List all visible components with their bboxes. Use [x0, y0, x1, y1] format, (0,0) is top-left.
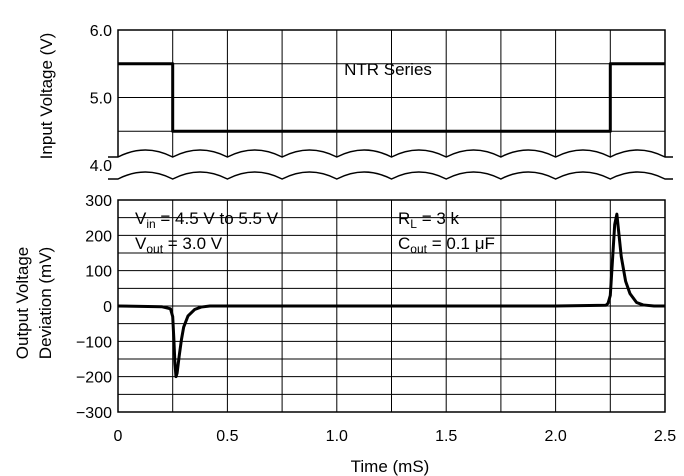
x-tick-label: 2.5 [654, 428, 676, 445]
x-tick-label: 2.0 [544, 428, 566, 445]
y-tick-label-bottom: −200 [76, 370, 112, 387]
y-tick-label-top: 6.0 [90, 23, 112, 40]
bottom-y-axis-label-line1: Output Voltage [13, 247, 32, 359]
axis-break-wave-top [108, 149, 673, 158]
y-tick-label-bottom: 0 [103, 299, 112, 316]
bottom-y-axis-label-line2: Deviation (mV) [36, 247, 55, 359]
series-line-output-deviation [117, 212, 665, 379]
y-tick-label-bottom: −300 [76, 405, 112, 422]
y-tick-label-top: 4.0 [90, 158, 112, 175]
series-layer [117, 62, 665, 379]
y-tick-label-bottom: −100 [76, 334, 112, 351]
x-tick-label: 0 [114, 428, 123, 445]
axis-break-band [108, 150, 673, 179]
y-tick-label-bottom: 300 [85, 193, 112, 210]
axis-break-wave-bottom [108, 171, 673, 180]
vout-annotation: Vout = 3.0 V [135, 234, 223, 256]
x-tick-label: 1.0 [326, 428, 348, 445]
y-tick-label-bottom: 200 [85, 228, 112, 245]
cout-annotation: Cout = 0.1 μF [398, 234, 495, 256]
rl-annotation: RL = 3 k [398, 209, 460, 231]
grid [108, 29, 673, 413]
series-line-input-voltage [118, 62, 665, 133]
top-y-axis-label: Input Voltage (V) [37, 33, 56, 160]
x-tick-label: 1.5 [435, 428, 457, 445]
x-tick-label: 0.5 [216, 428, 238, 445]
vin-annotation: Vin = 4.5 V to 5.5 V [135, 209, 279, 231]
panel-title: NTR Series [344, 60, 432, 79]
x-axis-label: Time (mS) [351, 457, 430, 476]
y-tick-label-top: 5.0 [90, 91, 112, 108]
y-tick-label-bottom: 100 [85, 264, 112, 281]
